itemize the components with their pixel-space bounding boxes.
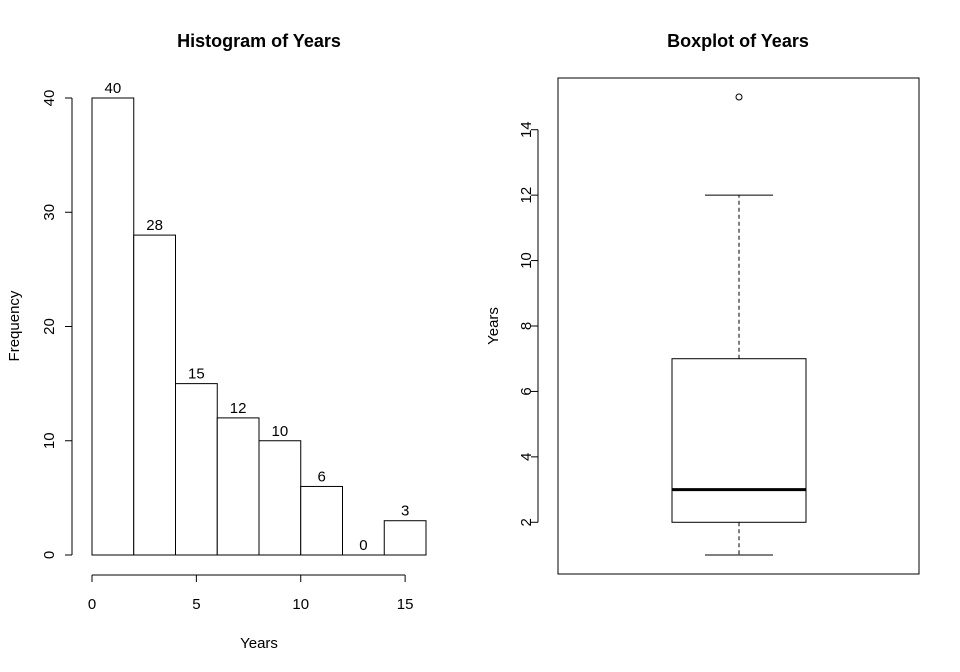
histogram-bar [300, 485, 343, 556]
histogram-y-tick-label: 0 [41, 551, 58, 559]
histogram-x-tick-label: 5 [192, 596, 200, 613]
histogram-x-tick-label: 10 [292, 596, 309, 613]
histogram-data-labels: 40 28 15 12 10 6 0 3 [105, 80, 410, 554]
histogram-panel: Histogram of Years Years Frequency 40 28 1… [6, 31, 427, 652]
histogram-bar [175, 383, 218, 556]
boxplot-y-tick-label: 10 [518, 252, 535, 269]
histogram-y-tick-label: 40 [41, 90, 58, 107]
boxplot-y-tick-label: 4 [518, 453, 535, 461]
histogram-bar [133, 234, 176, 556]
histogram-bar [91, 97, 135, 556]
boxplot-marks [671, 93, 807, 556]
histogram-y-axis-label: Frequency [6, 290, 23, 361]
histogram-data-label: 40 [105, 80, 122, 97]
histogram-x-tick-label: 0 [88, 596, 96, 613]
histogram-y-tick-label: 10 [41, 432, 58, 449]
histogram-bar [383, 520, 427, 556]
histogram-bars [91, 97, 427, 556]
boxplot-y-tick-label: 2 [518, 518, 535, 526]
boxplot-outlier-point [735, 93, 743, 101]
histogram-x-axis: 0 5 10 15 [88, 574, 414, 613]
histogram-data-label: 10 [272, 423, 289, 440]
histogram-y-tick-label: 20 [41, 318, 58, 335]
boxplot-plot-frame [557, 77, 920, 575]
boxplot-y-axis-label: Years [485, 307, 502, 345]
histogram-y-tick-label: 30 [41, 204, 58, 221]
boxplot-y-tick-label: 12 [518, 187, 535, 204]
histogram-title: Histogram of Years [177, 31, 341, 51]
boxplot-y-tick-label: 8 [518, 322, 535, 330]
histogram-data-label: 3 [401, 503, 409, 520]
histogram-y-axis: 0 10 20 30 40 [41, 90, 73, 559]
histogram-bar [258, 440, 302, 556]
histogram-data-label: 6 [317, 468, 325, 485]
boxplot-panel: Boxplot of Years Years 2 4 6 8 10 12 14 [485, 31, 920, 575]
histogram-data-label: 12 [230, 400, 247, 417]
histogram-data-label: 28 [146, 217, 163, 234]
boxplot-box [671, 358, 807, 523]
histogram-bar [216, 417, 260, 556]
histogram-data-label: 0 [359, 537, 367, 554]
boxplot-title: Boxplot of Years [667, 31, 809, 51]
boxplot-y-tick-label: 14 [518, 121, 535, 138]
boxplot-y-tick-label: 6 [518, 387, 535, 395]
histogram-data-label: 15 [188, 366, 205, 383]
boxplot-y-axis: 2 4 6 8 10 12 14 [518, 121, 539, 526]
histogram-x-tick-label: 15 [397, 596, 414, 613]
histogram-x-axis-label: Years [240, 635, 278, 652]
